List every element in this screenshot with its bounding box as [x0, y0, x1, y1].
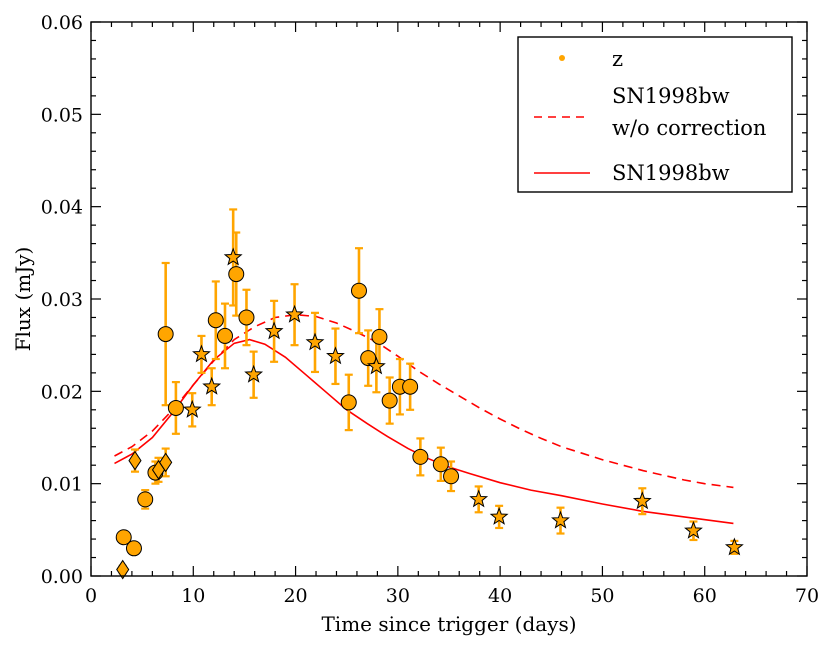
data-point-circle [340, 394, 357, 411]
data-point-circle [228, 266, 245, 283]
legend-marker-z [559, 55, 565, 61]
model-curves [114, 313, 734, 525]
x-axis-title: Time since trigger (days) [321, 612, 576, 636]
legend-label-sn1998bw: SN1998bw [612, 161, 730, 185]
data-point-star [264, 321, 284, 340]
legend-frame [517, 36, 793, 193]
data-point-star [366, 356, 386, 375]
data-point-star [202, 376, 222, 395]
data-point-circle [115, 529, 132, 546]
x-tick-label: 20 [283, 585, 307, 607]
model-curve-sn1998bw [114, 338, 734, 525]
data-point-circle [207, 312, 224, 329]
data-point-star [244, 364, 264, 383]
x-tick-label: 70 [795, 585, 819, 607]
data-point-circle [381, 392, 398, 409]
data-point-circle [157, 326, 174, 343]
data-markers [115, 247, 744, 580]
data-point-star [684, 520, 703, 539]
x-tick-label: 0 [85, 585, 97, 607]
x-tick-labels: 0 10 20 30 40 50 60 70 [85, 585, 819, 607]
data-point-circle [167, 399, 184, 416]
y-tick-label: 0.04 [41, 197, 83, 219]
y-tick-label: 0.05 [41, 104, 83, 126]
data-point-star [724, 537, 744, 556]
y-tick-label: 0.06 [41, 12, 83, 34]
legend: z SN1998bw w/o correction SN1998bw [517, 36, 793, 193]
data-point-circle [350, 282, 367, 299]
data-point-star [182, 399, 202, 418]
y-tick-label: 0.02 [41, 381, 83, 403]
data-point-circle [238, 309, 255, 326]
data-point-star [285, 304, 304, 323]
data-point-star [469, 489, 489, 508]
data-point-circle [412, 448, 429, 465]
data-point-star [489, 507, 509, 525]
data-point-circle [216, 327, 233, 344]
data-point-star [192, 344, 211, 363]
legend-label-sn1998bw-nocorr: SN1998bw [612, 84, 730, 108]
x-tick-label: 40 [488, 585, 512, 607]
y-tick-label: 0.03 [41, 289, 83, 311]
y-tick-label: 0.00 [41, 566, 83, 588]
data-point-diamond [116, 559, 130, 580]
axis-ticks [90, 21, 808, 577]
x-tick-label: 60 [693, 585, 717, 607]
x-tick-label: 50 [590, 585, 614, 607]
data-point-star [326, 346, 345, 365]
y-axis-title: Flux (mJy) [11, 247, 35, 352]
data-point-star [632, 491, 652, 510]
data-point-circle [402, 378, 419, 395]
data-point-circle [137, 491, 154, 508]
legend-label-z: z [612, 47, 623, 71]
data-point-star [551, 510, 570, 529]
x-tick-label: 30 [386, 585, 410, 607]
data-point-diamond [159, 452, 173, 473]
data-point-diamond [128, 450, 142, 471]
data-point-star [305, 332, 325, 351]
data-point-star [223, 247, 243, 266]
legend-label-sn1998bw-nocorr-line2: w/o correction [612, 116, 766, 140]
data-point-circle [125, 540, 142, 557]
data-point-circle [432, 456, 449, 473]
data-point-circle [360, 350, 377, 367]
y-tick-label: 0.01 [41, 474, 83, 496]
x-tick-label: 10 [181, 585, 205, 607]
y-tick-labels: 0.00 0.01 0.02 0.03 0.04 0.05 0.06 [41, 12, 83, 588]
data-point-circle [371, 328, 388, 345]
data-point-circle [443, 468, 460, 485]
